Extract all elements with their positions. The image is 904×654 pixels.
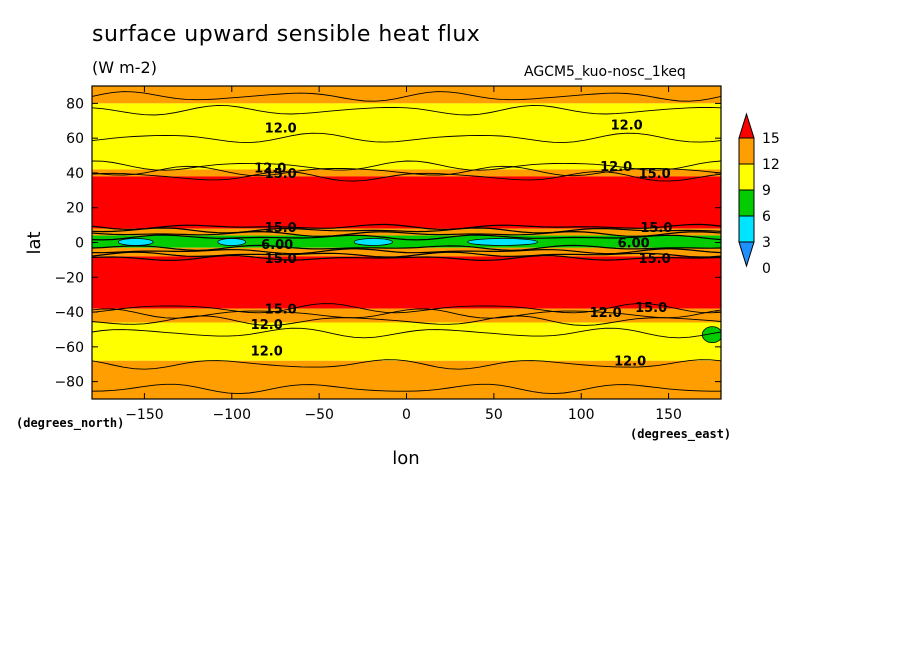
- green-patch: [701, 326, 721, 344]
- contour-label: 12.0: [590, 306, 622, 321]
- contour-label: 12.0: [254, 162, 286, 177]
- y-tick-label: −80: [54, 375, 84, 391]
- cyan-patch: [217, 238, 247, 246]
- contour-line: [92, 315, 721, 326]
- contour-line: [92, 171, 721, 182]
- y-tick-label: −40: [54, 305, 84, 321]
- y-tick-label: 20: [66, 201, 84, 217]
- x-tick-label: −150: [125, 407, 163, 423]
- contour-label: 12.0: [614, 355, 646, 370]
- lat-band: [92, 176, 721, 229]
- y-tick-label: 80: [66, 96, 84, 112]
- contour-label: 6.00: [261, 238, 293, 253]
- lat-band: [92, 235, 721, 248]
- x-tick-label: −100: [213, 407, 251, 423]
- contour-label: 15.0: [265, 221, 297, 236]
- x-tick-label: 100: [568, 407, 595, 423]
- contour-line: [92, 308, 721, 319]
- contour-label: 15.0: [639, 167, 671, 182]
- chart-title: surface upward sensible heat flux: [92, 22, 481, 47]
- contour-line: [92, 383, 721, 395]
- y-tick-label: −60: [54, 340, 84, 356]
- contour-lines: [92, 91, 721, 395]
- x-tick-label: 0: [402, 407, 411, 423]
- contour-line: [92, 165, 721, 177]
- contour-line: [92, 230, 721, 238]
- contour-label: 6.00: [618, 237, 650, 252]
- contour-line: [92, 327, 721, 339]
- contour-label: 12.0: [251, 318, 283, 333]
- x-tick-label: 50: [485, 407, 503, 423]
- contour-line: [92, 303, 721, 314]
- contour-line: [92, 248, 721, 255]
- contour-label: 12.0: [251, 344, 283, 359]
- colorbar: 15 12 9 6 3 0: [738, 112, 780, 277]
- colorbar-label: 0: [762, 261, 771, 277]
- cyan-patch: [353, 238, 393, 246]
- lat-band: [92, 103, 721, 170]
- y-tick-label: 60: [66, 131, 84, 147]
- lat-band: [92, 322, 721, 361]
- contour-line: [92, 91, 721, 102]
- y-tick-label: −20: [54, 270, 84, 286]
- y-tick-label: 40: [66, 166, 84, 182]
- x-tick-label: 150: [655, 407, 682, 423]
- contour-line: [92, 227, 721, 234]
- colorbar-arrow-top: [738, 112, 755, 139]
- lat-band: [92, 228, 721, 236]
- contour-line: [92, 234, 721, 241]
- contour-line: [92, 223, 721, 230]
- colorbar-segment: [738, 163, 755, 191]
- contour-line: [92, 254, 721, 262]
- colorbar-label: 12: [762, 157, 780, 173]
- y-axis-title: lat: [24, 231, 45, 254]
- colorbar-label: 3: [762, 235, 771, 251]
- contour-line: [92, 251, 721, 258]
- colorbar-label: 6: [762, 209, 771, 225]
- colorbar-label: 9: [762, 183, 771, 199]
- contour-line: [92, 132, 721, 144]
- contour-line: [92, 244, 721, 251]
- contour-line: [92, 359, 721, 370]
- colorbar-segment: [738, 137, 755, 165]
- x-tick-label: −50: [304, 407, 334, 423]
- x-units-label: (degrees_east): [630, 427, 731, 442]
- cyan-patch: [467, 238, 538, 246]
- lat-band: [92, 86, 721, 104]
- contour-label: 12.0: [265, 122, 297, 137]
- run-name: AGCM5_kuo-nosc_1keq: [524, 64, 686, 80]
- axes: −150 −100 −50 0 50 100 150 80 60 40 20 0 −20 −40 −60 −8…: [54, 86, 721, 423]
- y-units-label: (degrees_north): [16, 416, 124, 431]
- lat-band: [92, 256, 721, 309]
- colorbar-label: 15: [762, 131, 780, 147]
- contour-label: 15.0: [265, 303, 297, 318]
- contour-label: 12.0: [611, 118, 643, 133]
- x-axis-title: lon: [392, 448, 419, 469]
- contour-label: 15.0: [635, 301, 667, 316]
- colorbar-arrow-bottom: [738, 241, 755, 268]
- contour-label: 15.0: [639, 252, 671, 267]
- contour-label: 15.0: [265, 167, 297, 182]
- contour-line: [92, 160, 721, 171]
- cyan-patch: [117, 238, 154, 246]
- contour-label: 15.0: [265, 252, 297, 267]
- y-tick-label: 0: [75, 236, 84, 252]
- chart-units: (W m-2): [92, 58, 157, 77]
- contour-label: 12.0: [600, 160, 632, 175]
- contour-labels: 12.0 12.012.015.0 12.0 15.015.0 15.06.00 6.00…: [251, 118, 673, 369]
- colorbar-segment: [738, 215, 755, 243]
- contour-line: [92, 104, 721, 116]
- colorbar-segment: [738, 189, 755, 217]
- contour-label: 15.0: [640, 221, 672, 236]
